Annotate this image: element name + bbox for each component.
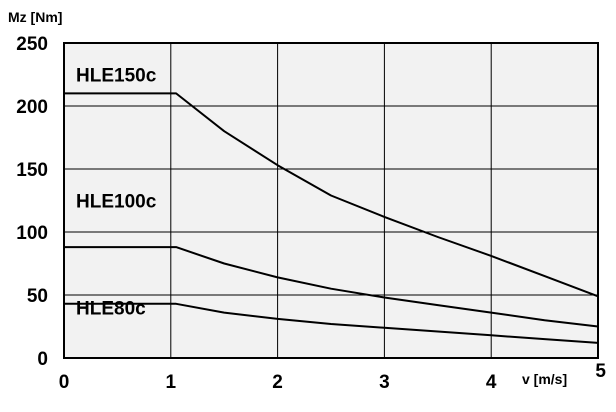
series-labels: HLE150c HLE100c HLE80c	[76, 66, 157, 320]
x-tick-labels: 0 1 2 3 4 5	[59, 361, 607, 393]
x-axis-label: v [m/s]	[522, 371, 567, 387]
series-label-hle100c: HLE100c	[76, 192, 157, 213]
y-axis-label: Mz [Nm]	[8, 9, 62, 25]
series-line-hle100c	[64, 246, 599, 328]
y-tick-label: 250	[16, 34, 48, 55]
plot-frame	[63, 42, 599, 359]
y-tick-labels: 0 50 100 150 200 250	[16, 34, 48, 370]
y-tick-label: 150	[16, 160, 48, 181]
plot-area	[64, 43, 598, 358]
series-label-hle150c: HLE150c	[76, 66, 157, 87]
y-tick-label: 100	[16, 223, 48, 244]
x-tick-label: 2	[272, 372, 283, 393]
x-tick-label: 3	[379, 372, 390, 393]
x-tick-label: 4	[486, 372, 497, 393]
series-line-hle80c	[64, 302, 599, 344]
y-tick-label: 200	[16, 97, 48, 118]
series-lines	[64, 92, 599, 344]
series-line-hle150c	[64, 92, 599, 298]
series-label-hle80c: HLE80c	[76, 299, 146, 320]
y-tick-label: 50	[27, 286, 48, 307]
x-tick-label: 0	[59, 372, 70, 393]
y-tick-label: 0	[37, 349, 48, 370]
x-tick-label: 1	[166, 372, 177, 393]
x-tick-label: 5	[595, 361, 606, 382]
